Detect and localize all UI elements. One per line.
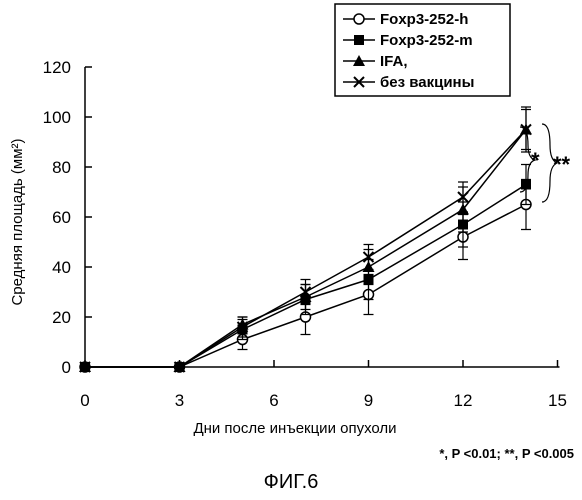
y-tick-label: 80 (52, 158, 71, 177)
x-tick-label: 9 (364, 391, 373, 410)
x-axis-label: Дни после инъекции опухоли (193, 420, 396, 437)
axes: 0 20 40 60 80 100 120 0 3 6 9 12 15 Дни после инъекци… (9, 58, 567, 437)
y-tick-label: 0 (62, 358, 71, 377)
p-value-footnote: *, P <0.01; **, P <0.005 (439, 446, 574, 461)
significance-single-star: * (531, 148, 540, 173)
x-tick-label: 3 (175, 391, 184, 410)
data-point (354, 35, 364, 45)
x-tick-label: 6 (269, 391, 278, 410)
y-tick-label: 20 (52, 308, 71, 327)
y-axis-label: Средняя площадь (мм²) (9, 138, 26, 305)
y-tick-label: 120 (43, 58, 71, 77)
figure-caption: ФИГ.6 (264, 471, 319, 493)
legend-label: Foxp3-252-h (380, 11, 468, 28)
significance-double-star: ** (553, 152, 571, 177)
series-layer (79, 107, 532, 372)
x-tick-label: 0 (80, 391, 89, 410)
legend-label: IFA, (380, 53, 408, 70)
x-tick-label: 15 (548, 391, 567, 410)
significance-annotations: ****, P <0.01; **, P <0.005ФИГ.6 (264, 124, 574, 493)
data-point (354, 14, 364, 24)
y-tick-label: 60 (52, 208, 71, 227)
legend-label: без вакцины (380, 74, 474, 91)
y-tick-label: 40 (52, 258, 71, 277)
legend: Foxp3-252-h Foxp3-252-m IFA, без вакцины (335, 4, 510, 96)
x-tick-label: 12 (454, 391, 473, 410)
y-tick-label: 100 (43, 108, 71, 127)
legend-label: Foxp3-252-m (380, 32, 473, 49)
